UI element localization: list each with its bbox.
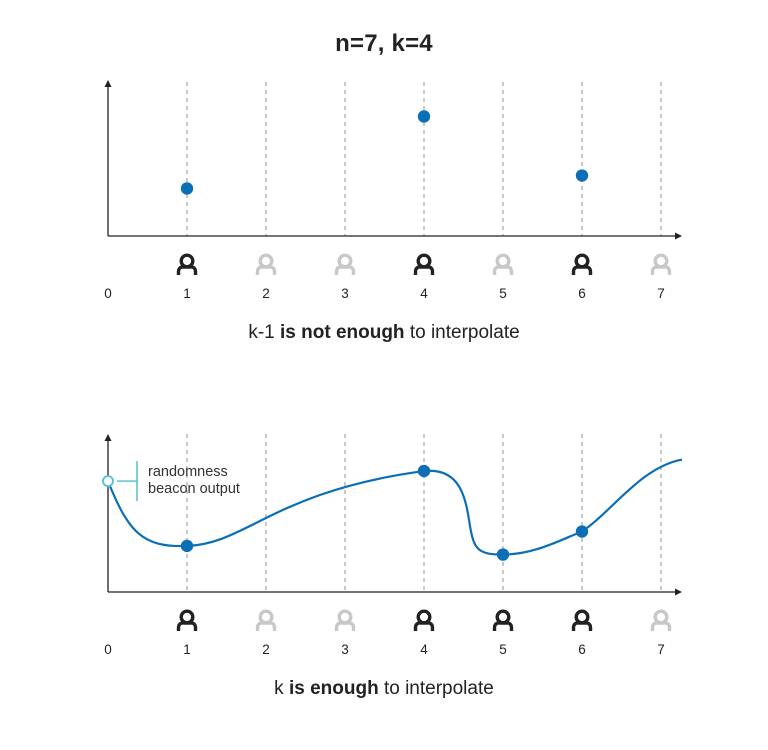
top-data-point-1: [180, 182, 194, 195]
top-x-tick-label: 5: [499, 286, 507, 301]
bottom-caption: k is enough to interpolate: [0, 678, 768, 700]
beacon-label-line: randomness: [148, 464, 228, 480]
bottom-caption-pre: k: [274, 678, 289, 699]
top-participant-7-user-icon: [650, 253, 672, 275]
bottom-participant-2-user-icon: [255, 609, 277, 631]
top-x-tick-label: 2: [262, 286, 270, 301]
top-x-tick-label: 7: [657, 286, 665, 301]
bottom-participant-4-user-icon: [413, 609, 435, 631]
top-x-tick-label: 4: [420, 286, 428, 301]
bottom-participant-6-user-icon: [571, 609, 593, 631]
top-data-point-6: [575, 169, 589, 182]
bottom-data-point-5: [496, 548, 510, 561]
top-caption-post: to interpolate: [404, 322, 520, 343]
bottom-x-tick-label: 1: [183, 642, 191, 657]
bottom-participant-3-user-icon: [334, 609, 356, 631]
bottom-caption-bold: is enough: [288, 678, 379, 699]
bottom-y-axis-arrow: [104, 434, 112, 441]
bottom-x-tick-label: 5: [499, 642, 507, 657]
top-x-tick-label: 6: [578, 286, 586, 301]
beacon-label-line: beacon output: [148, 481, 240, 497]
top-data-point-4: [417, 110, 431, 123]
diagram-title: n=7, k=4: [335, 30, 433, 57]
bottom-x-tick-label: 0: [104, 642, 112, 657]
top-participant-3-user-icon: [334, 253, 356, 275]
beacon-output-point: [102, 475, 114, 488]
bottom-participant-5-user-icon: [492, 609, 514, 631]
bottom-participant-1-user-icon: [176, 609, 198, 631]
top-participant-6-user-icon: [571, 253, 593, 275]
bottom-caption-post: to interpolate: [378, 678, 494, 699]
bottom-data-point-1: [180, 539, 194, 553]
top-participant-2-user-icon: [255, 253, 277, 275]
bottom-x-tick-label: 7: [657, 642, 665, 657]
bottom-data-point-4: [417, 464, 431, 478]
top-panel: 0 1 2 3 4 5 6 7: [104, 80, 682, 301]
top-caption: k-1 is not enough to interpolate: [0, 322, 768, 344]
bottom-x-tick-label: 2: [262, 642, 270, 657]
top-participant-1-user-icon: [176, 253, 198, 275]
top-x-tick-label: 1: [183, 286, 191, 301]
bottom-x-tick-label: 4: [420, 642, 428, 657]
bottom-x-tick-label: 6: [578, 642, 586, 657]
top-y-axis-arrow: [104, 80, 112, 87]
bottom-participant-7-user-icon: [650, 609, 672, 631]
top-caption-bold: is not enough: [280, 322, 405, 343]
top-participant-5-user-icon: [492, 253, 514, 275]
top-caption-pre: k-1: [248, 322, 280, 343]
top-x-tick-label: 0: [104, 286, 112, 301]
bottom-data-point-6: [575, 525, 589, 538]
top-x-axis-arrow: [675, 232, 682, 240]
top-participant-4-user-icon: [413, 253, 435, 275]
bottom-x-axis-arrow: [675, 588, 682, 596]
top-x-tick-label: 3: [341, 286, 349, 301]
bottom-x-tick-label: 3: [341, 642, 349, 657]
